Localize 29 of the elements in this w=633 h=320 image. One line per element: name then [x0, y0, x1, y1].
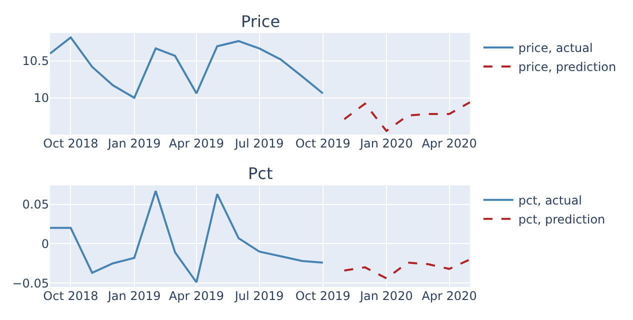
chart-title: Price	[241, 12, 280, 31]
line-series	[50, 190, 324, 284]
x-tick-label: Jul 2019	[234, 289, 284, 303]
y-tick-label: 0.05	[22, 198, 49, 212]
x-tick-label: Jan 2019	[106, 289, 161, 303]
y-tick-label: 0	[41, 236, 49, 251]
x-tick-label: Oct 2019	[295, 289, 350, 303]
x-tick-label: Jan 2019	[106, 136, 161, 151]
legend-label: pct, prediction	[518, 212, 606, 227]
y-tick-label: 10	[34, 90, 49, 105]
chart-title: Pct	[248, 164, 273, 183]
x-tick-label: Apr 2019	[168, 289, 224, 303]
legend-label: price, actual	[518, 41, 593, 56]
x-tick-label: Oct 2019	[295, 136, 350, 151]
legend-label: pct, actual	[518, 194, 582, 208]
line-series	[343, 258, 470, 280]
line-series	[343, 101, 470, 132]
x-tick-label: Oct 2018	[43, 136, 98, 151]
x-tick-label: Jan 2020	[358, 136, 413, 151]
y-tick-label: −0.05	[12, 276, 49, 290]
line-series	[50, 36, 324, 99]
x-tick-label: Apr 2020	[422, 289, 477, 303]
legend-label: price, prediction	[518, 60, 616, 74]
x-tick-label: Jan 2020	[358, 289, 413, 303]
x-tick-label: Apr 2019	[168, 136, 224, 151]
x-tick-label: Jul 2019	[234, 136, 284, 151]
y-tick-label: 10.5	[22, 54, 49, 68]
x-tick-label: Apr 2020	[422, 136, 477, 151]
x-tick-label: Oct 2018	[43, 289, 98, 303]
